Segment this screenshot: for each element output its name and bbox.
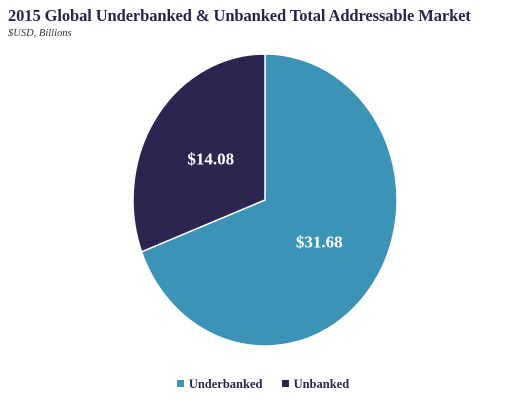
- pie-slices: [132, 53, 398, 347]
- data-label-unbanked: $14.08: [187, 150, 234, 169]
- data-label-underbanked: $31.68: [296, 233, 343, 252]
- legend-item-unbanked: Unbanked: [281, 377, 350, 392]
- legend-label-unbanked: Unbanked: [293, 377, 350, 391]
- legend-swatch-underbanked: [176, 380, 184, 387]
- chart-subtitle: $USD, Billions: [8, 28, 72, 39]
- pie-slice-underbanked: [140, 53, 398, 347]
- pie-slice-unbanked: [132, 53, 266, 253]
- legend-item-underbanked: Underbanked: [176, 377, 263, 392]
- chart-legend: Underbanked Unbanked: [0, 377, 526, 392]
- chart-title: 2015 Global Underbanked & Unbanked Total…: [8, 6, 471, 25]
- legend-swatch-unbanked: [281, 380, 289, 387]
- pie-data-labels: $31.68 $14.08: [187, 150, 342, 252]
- legend-label-underbanked: Underbanked: [188, 377, 263, 391]
